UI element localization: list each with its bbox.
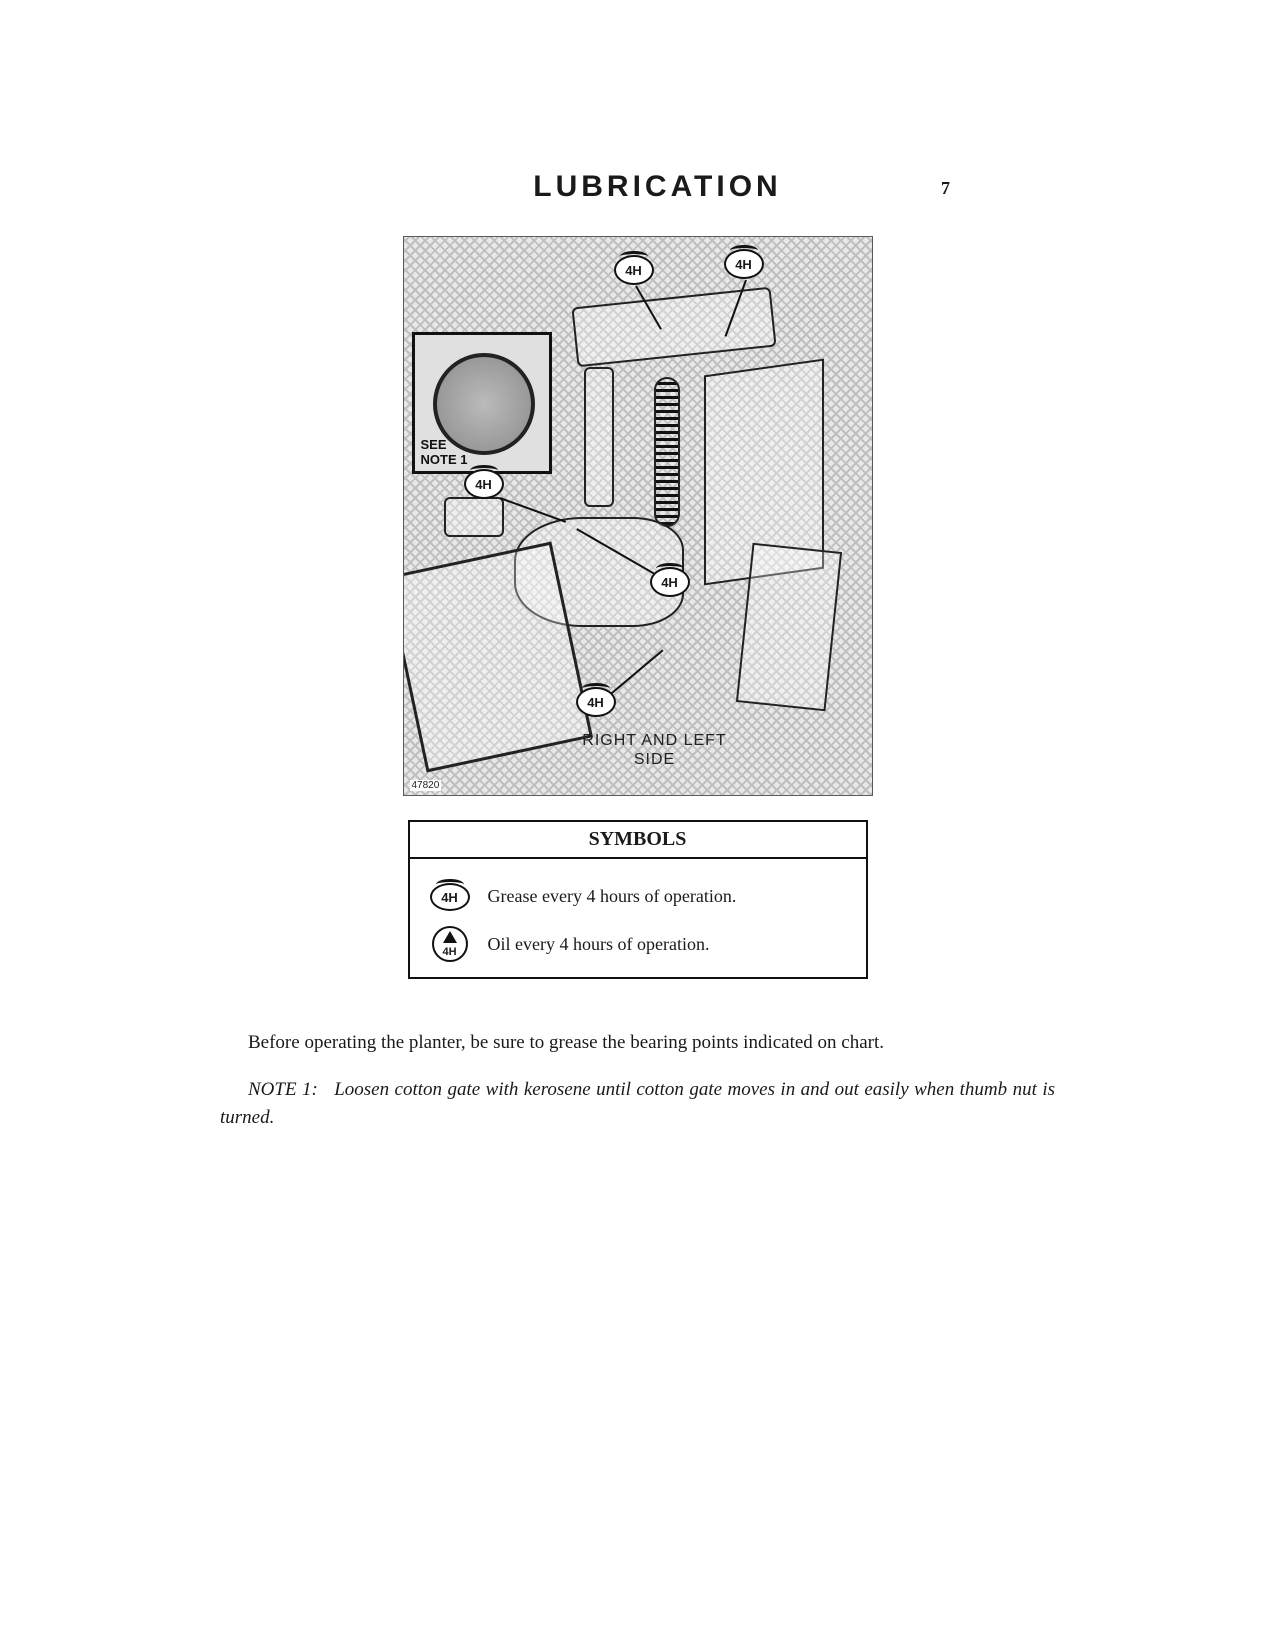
- lube-point-bubble: 4H: [724, 249, 764, 279]
- diagram-shape: [584, 367, 614, 507]
- lube-point-bubble: 4H: [614, 255, 654, 285]
- grease-symbol-icon: 4H: [428, 879, 472, 913]
- body-paragraph: Before operating the planter, be sure to…: [220, 1029, 1055, 1058]
- symbols-body: 4H Grease every 4 hours of operation. 4H Oi…: [410, 859, 866, 977]
- lube-point-bubble: 4H: [464, 469, 504, 499]
- note-label: NOTE 1:: [248, 1079, 318, 1100]
- diagram-shape: [571, 287, 776, 368]
- lubrication-diagram: SEENOTE 1 RIGHT AND LEFTSIDE 47820 4H 4H 4…: [403, 236, 873, 796]
- page-title: LUBRICATION: [260, 170, 1055, 204]
- page: 7 LUBRICATION SEENOTE 1 RIGHT AND LEFTSI…: [0, 0, 1275, 1650]
- symbol-description: Grease every 4 hours of operation.: [488, 886, 737, 907]
- symbol-row: 4H Oil every 4 hours of operation.: [428, 927, 848, 961]
- symbols-box: SYMBOLS 4H Grease every 4 hours of operat…: [408, 820, 868, 979]
- diagram-shape: [735, 543, 841, 712]
- diagram-inset: SEENOTE 1: [412, 332, 552, 474]
- symbols-header: SYMBOLS: [410, 822, 866, 859]
- inset-label: SEENOTE 1: [421, 438, 468, 467]
- diagram-shape: [654, 377, 680, 527]
- diagram-figure-number: 47820: [410, 780, 442, 791]
- symbol-description: Oil every 4 hours of operation.: [488, 934, 710, 955]
- leader-line: [499, 497, 565, 523]
- symbol-row: 4H Grease every 4 hours of operation.: [428, 879, 848, 913]
- diagram-shape: [444, 497, 504, 537]
- note-paragraph: NOTE 1: Loosen cotton gate with kerosene…: [220, 1076, 1055, 1133]
- lube-point-bubble: 4H: [576, 687, 616, 717]
- note-body: Loosen cotton gate with kerosene until c…: [220, 1079, 1055, 1129]
- page-number: 7: [941, 178, 950, 199]
- oil-symbol-icon: 4H: [428, 927, 472, 961]
- lube-point-bubble: 4H: [650, 567, 690, 597]
- diagram-side-label: RIGHT AND LEFTSIDE: [550, 732, 760, 769]
